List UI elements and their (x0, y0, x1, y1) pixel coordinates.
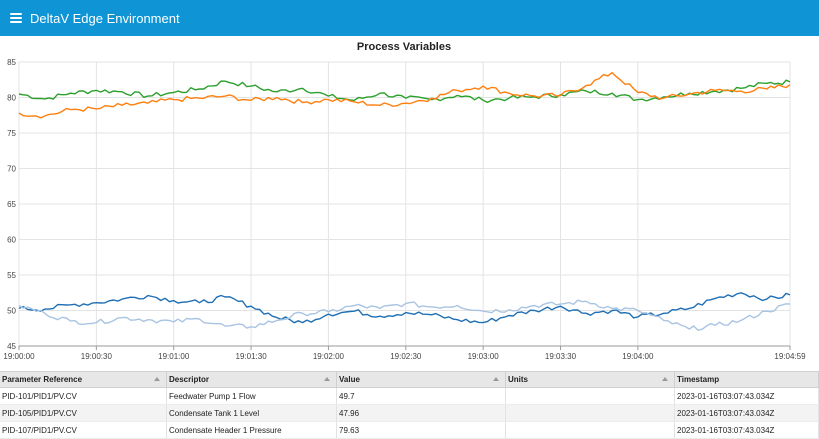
column-header-timestamp[interactable]: Timestamp (675, 372, 819, 387)
series-line-1 (18, 71, 791, 119)
y-tick-label: 80 (7, 94, 16, 103)
table-row[interactable]: PID-105/PID1/PV.CV Condensate Tank 1 Lev… (0, 405, 819, 422)
process-variables-chart: Process Variables 85 80 75 70 65 60 55 50 45 19:… (0, 36, 819, 370)
cell-value: 79.63 (337, 422, 506, 438)
column-header-label: Descriptor (169, 375, 210, 384)
column-header-descriptor[interactable]: Descriptor (167, 372, 337, 387)
column-header-value[interactable]: Value (337, 372, 506, 387)
cell-units (506, 388, 675, 404)
x-tick-label: 19:00:00 (3, 352, 35, 361)
y-tick-label: 70 (7, 165, 16, 174)
cell-parameter-reference: PID-107/PID1/PV.CV (0, 422, 167, 438)
table-header: Parameter Reference Descriptor Value Uni… (0, 371, 819, 388)
hamburger-line (10, 21, 22, 23)
app-title: DeltaV Edge Environment (30, 10, 180, 26)
cell-value: 47.96 (337, 405, 506, 421)
app-bar: DeltaV Edge Environment (0, 0, 819, 36)
x-axis: 19:00:00 19:00:30 19:01:00 19:01:30 19:02:00… (3, 345, 806, 361)
series-line-0 (18, 79, 791, 104)
y-tick-label: 55 (7, 271, 16, 280)
y-tick-label: 75 (7, 129, 16, 138)
chart-series (18, 71, 791, 331)
x-tick-label: 19:03:30 (545, 352, 577, 361)
hamburger-line (10, 13, 22, 15)
x-tick-label: 19:02:30 (390, 352, 422, 361)
x-tick-label: 19:01:00 (158, 352, 190, 361)
table-row[interactable]: PID-101/PID1/PV.CV Feedwater Pump 1 Flow… (0, 388, 819, 405)
cell-value: 49.7 (337, 388, 506, 404)
x-tick-label: 19:02:00 (313, 352, 345, 361)
column-header-parameter-reference[interactable]: Parameter Reference (0, 372, 167, 387)
x-tick-label: 19:01:30 (236, 352, 268, 361)
column-header-label: Timestamp (677, 375, 720, 384)
y-tick-label: 50 (7, 307, 16, 316)
series-line-2 (18, 292, 791, 324)
hamburger-line (10, 17, 22, 19)
x-tick-label: 19:04:59 (774, 352, 806, 361)
column-header-label: Units (508, 375, 528, 384)
x-tick-label: 19:04:00 (622, 352, 654, 361)
chart-svg: Process Variables 85 80 75 70 65 60 55 50 45 19:… (3, 41, 806, 361)
parameter-table: Parameter Reference Descriptor Value Uni… (0, 371, 819, 439)
sort-arrow-icon[interactable] (324, 377, 330, 381)
y-axis: 85 80 75 70 65 60 55 50 45 (7, 58, 16, 351)
chart-title: Process Variables (357, 41, 451, 53)
cell-descriptor: Condensate Header 1 Pressure (167, 422, 337, 438)
y-tick-label: 65 (7, 200, 16, 209)
column-header-units[interactable]: Units (506, 372, 675, 387)
cell-parameter-reference: PID-101/PID1/PV.CV (0, 388, 167, 404)
sort-arrow-icon[interactable] (493, 377, 499, 381)
cell-units (506, 405, 675, 421)
y-tick-label: 85 (7, 58, 16, 67)
column-header-label: Value (339, 375, 360, 384)
hamburger-icon[interactable] (10, 13, 22, 23)
y-tick-label: 45 (7, 342, 16, 351)
cell-descriptor: Condensate Tank 1 Level (167, 405, 337, 421)
cell-descriptor: Feedwater Pump 1 Flow (167, 388, 337, 404)
y-tick-label: 60 (7, 236, 16, 245)
column-header-label: Parameter Reference (2, 375, 83, 384)
cell-timestamp: 2023-01-16T03:07:43.034Z (675, 405, 819, 421)
x-tick-label: 19:03:00 (468, 352, 500, 361)
cell-parameter-reference: PID-105/PID1/PV.CV (0, 405, 167, 421)
series-line-3 (18, 299, 791, 331)
sort-arrow-icon[interactable] (154, 377, 160, 381)
cell-units (506, 422, 675, 438)
x-tick-label: 19:00:30 (81, 352, 113, 361)
table-row[interactable]: PID-107/PID1/PV.CV Condensate Header 1 P… (0, 422, 819, 439)
cell-timestamp: 2023-01-16T03:07:43.034Z (675, 422, 819, 438)
cell-timestamp: 2023-01-16T03:07:43.034Z (675, 388, 819, 404)
sort-arrow-icon[interactable] (662, 377, 668, 381)
